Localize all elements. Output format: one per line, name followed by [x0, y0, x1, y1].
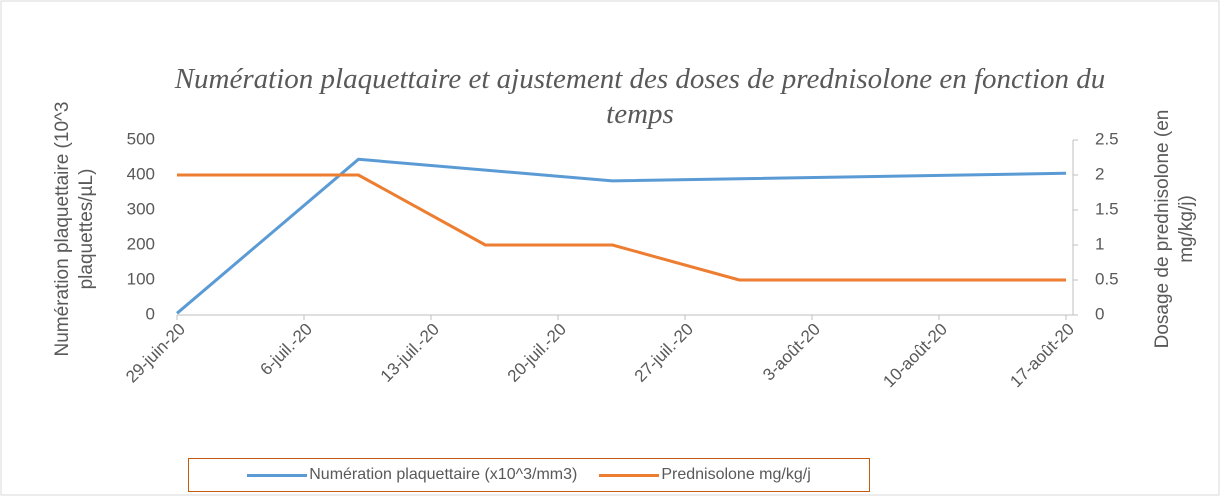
- x-tick-label: 17-août-20: [1006, 320, 1078, 392]
- y2-tick-label: 1.5: [1095, 199, 1119, 218]
- y-tick-label: 400: [127, 164, 155, 183]
- y-tick-label: 300: [127, 199, 155, 218]
- x-tick-label: 27-juil.-20: [631, 320, 697, 386]
- y2-tick-label: 2: [1095, 164, 1104, 183]
- x-tick-label: 29-juin-20: [122, 320, 189, 387]
- legend-item: Numération plaquettaire (x10^3/mm3): [247, 466, 577, 484]
- series-line: [176, 157, 1067, 315]
- legend-label: Numération plaquettaire (x10^3/mm3): [309, 466, 578, 483]
- legend-item: Prednisolone mg/kg/j: [599, 466, 811, 484]
- series-line: [177, 173, 1066, 282]
- y-tick-label: 0: [146, 304, 155, 323]
- y2-tick-label: 1: [1095, 234, 1104, 253]
- y2-tick-label: 0: [1095, 304, 1104, 323]
- x-tick-label: 20-juil.-20: [504, 320, 570, 386]
- legend-swatch: [247, 473, 308, 477]
- y2-tick-label: 2.5: [1095, 129, 1119, 148]
- y2-tick-label: 0.5: [1095, 269, 1119, 288]
- x-tick-label: 13-juil.-20: [377, 320, 443, 386]
- legend-label: Prednisolone mg/kg/j: [661, 466, 811, 483]
- x-tick-label: 10-août-20: [879, 320, 951, 392]
- legend-swatch: [599, 473, 660, 477]
- y-tick-label: 500: [127, 129, 155, 148]
- y2-axis-label: Dosage de prednisolone (en mg/kg/j): [1152, 109, 1197, 349]
- x-tick-label: 3-août-20: [759, 320, 824, 385]
- y-axis-label: Numération plaquettaire (10^3 plaquettes…: [52, 101, 97, 357]
- y-tick-label: 100: [127, 269, 155, 288]
- legend: Numération plaquettaire (x10^3/mm3) Predn…: [188, 458, 870, 492]
- y-tick-label: 200: [127, 234, 155, 253]
- chart-title: Numération plaquettaire et ajustement de…: [174, 63, 1106, 130]
- x-tick-label: 6-juil.-20: [256, 320, 316, 380]
